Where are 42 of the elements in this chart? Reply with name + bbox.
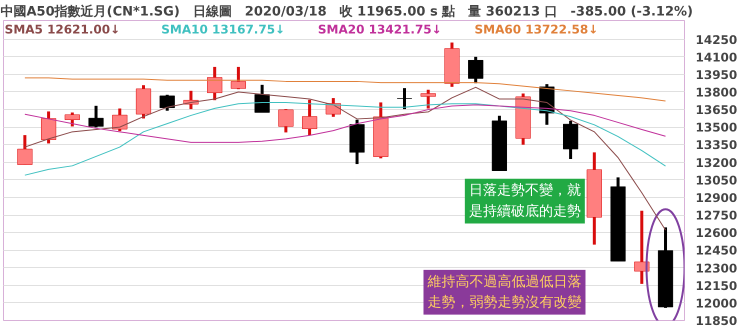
candlestick: [468, 56, 484, 84]
candlestick: [112, 108, 128, 132]
candlestick: [230, 66, 246, 90]
y-tick-label: 13650: [696, 103, 738, 118]
y-tick-label: 12750: [696, 208, 738, 223]
text: SMA20 13421.75↓: [318, 22, 442, 36]
y-tick-label: 12000: [696, 296, 738, 310]
y-tick-label: 13350: [696, 138, 738, 152]
line-series: [24, 104, 666, 143]
candlestick: [302, 100, 318, 136]
y-tick-label: 11850: [696, 314, 738, 328]
candlestick: [17, 135, 32, 165]
y-tick-label: 12300: [696, 261, 738, 276]
y-tick-label: 12600: [696, 226, 738, 240]
y-tick-label: 12450: [696, 244, 738, 258]
y-tick-label: 13200: [696, 156, 738, 170]
text: SMA5 12621.00↓: [4, 22, 120, 36]
y-tick-label: 13950: [696, 68, 738, 82]
y-tick-label: 13800: [696, 85, 738, 100]
candlestick: [160, 94, 175, 111]
text: SMA10 13167.75↓: [161, 22, 286, 36]
candlestick: [88, 106, 104, 128]
candlestick: [396, 88, 412, 110]
candlestick: [278, 109, 294, 132]
y-tick-label: 13050: [696, 173, 738, 188]
candlestick: [634, 210, 650, 284]
annotation: 維持高不過高低過低日落走勢，弱勢走勢沒有改變: [426, 274, 582, 311]
line-series: [24, 77, 666, 102]
candlestick: [207, 66, 222, 100]
annotation: 日落走勢不變，就是持續破底的走勢: [468, 182, 581, 220]
y-tick-label: 12900: [696, 190, 738, 205]
candlestick: [40, 111, 56, 144]
text: SMA60 13722.58↓: [474, 22, 598, 36]
chart-title: 中國A50指數近月(CN*1.SG) 日線圖 2020/03/18 收 11965.00 s 點 量 360213 口 -385.00 (-3.12%): [0, 4, 693, 20]
candlestick: [64, 112, 80, 126]
candlestick: [420, 90, 436, 109]
y-tick-label: 14250: [696, 32, 738, 47]
line-series: [24, 86, 666, 231]
candlestick: [254, 84, 270, 113]
y-tick-label: 13500: [696, 120, 738, 135]
y-tick-label: 14100: [696, 50, 738, 64]
y-tick-label: 12150: [696, 278, 738, 293]
